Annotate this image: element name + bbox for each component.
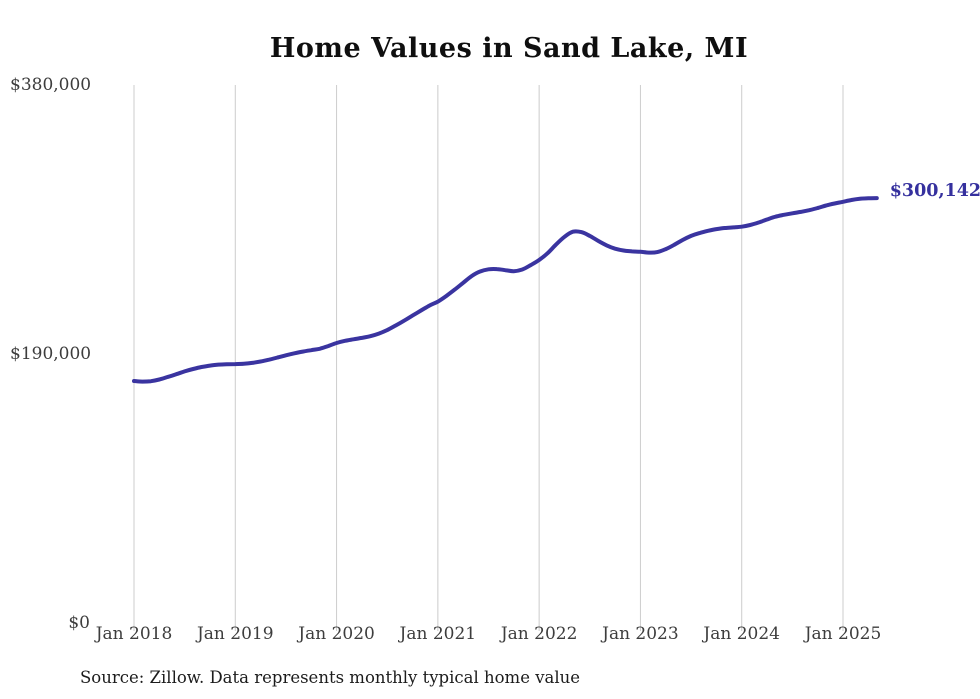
- x-tick-jan-2025: Jan 2025: [804, 624, 882, 644]
- x-tick-jan-2022: Jan 2022: [500, 624, 578, 644]
- x-tick-jan-2024: Jan 2024: [703, 624, 780, 644]
- x-tick-jan-2021: Jan 2021: [399, 624, 477, 644]
- y-tick-0: $0: [68, 613, 90, 633]
- y-tick-380000: $380,000: [10, 75, 92, 95]
- x-tick-jan-2020: Jan 2020: [298, 624, 375, 644]
- y-tick-190000: $190,000: [10, 344, 92, 364]
- source-note: Source: Zillow. Data represents monthly …: [80, 668, 581, 687]
- home-value-line-series: [132, 196, 879, 384]
- x-tick-jan-2019: Jan 2019: [196, 624, 274, 644]
- x-tick-jan-2018: Jan 2018: [95, 624, 173, 644]
- chart-title: Home Values in Sand Lake, MI: [269, 33, 749, 64]
- x-tick-jan-2023: Jan 2023: [602, 624, 679, 644]
- latest-value-label: $300,142: [889, 181, 980, 202]
